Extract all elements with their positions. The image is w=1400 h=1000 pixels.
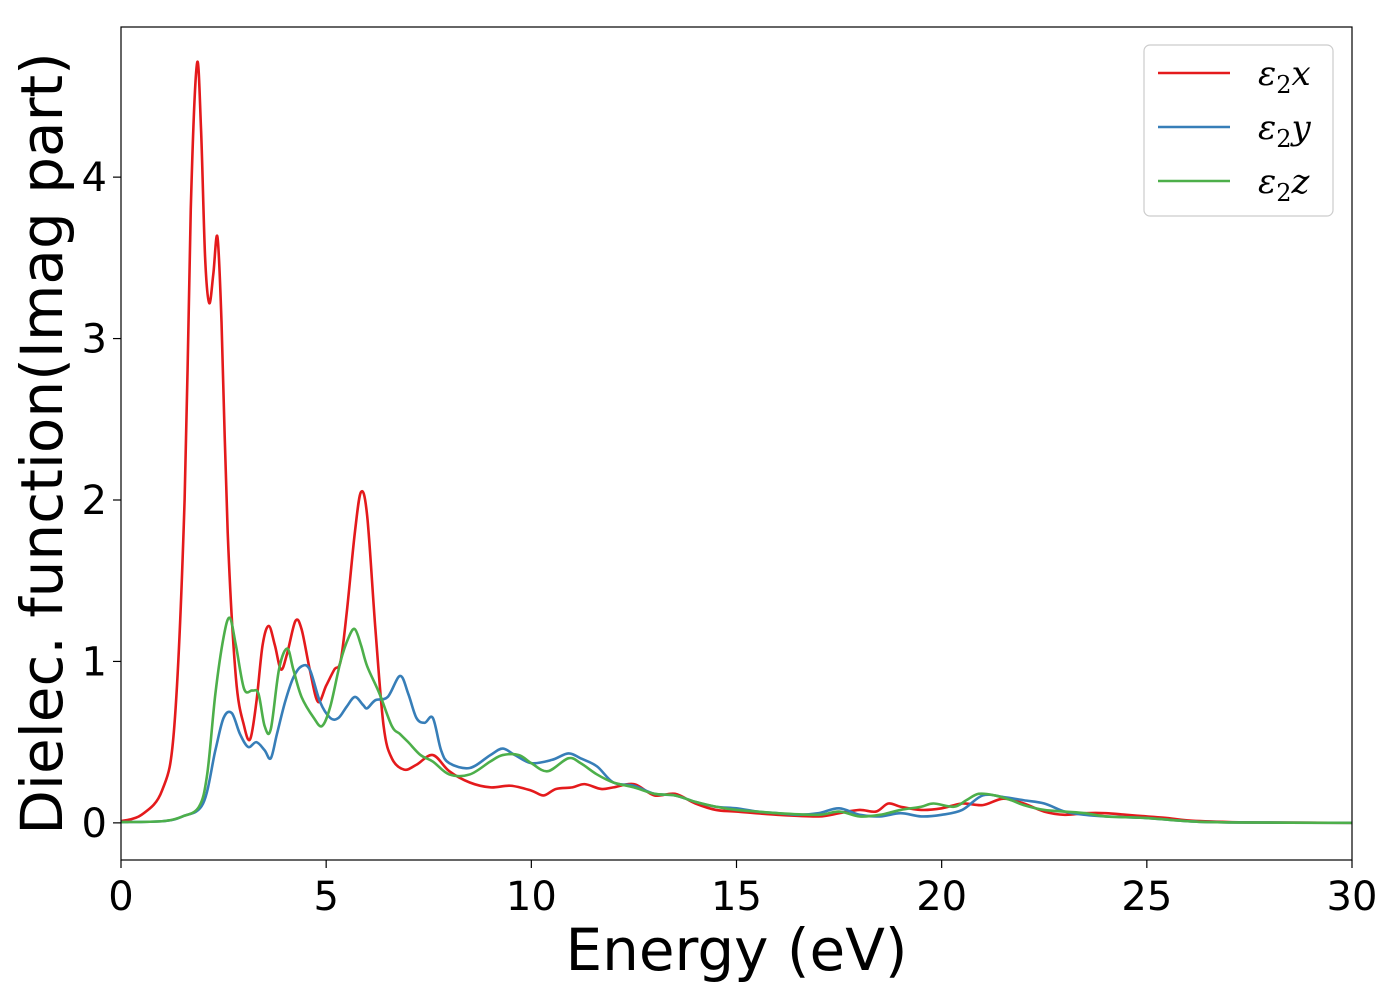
y-tick-label: 2 (82, 478, 107, 524)
legend-subscript: 2 (1276, 179, 1291, 207)
x-tick-label: 30 (1327, 874, 1378, 920)
legend-symbol: ε (1258, 162, 1276, 202)
legend-variable: z (1291, 162, 1311, 202)
x-tick-label: 10 (506, 874, 557, 920)
y-tick-label: 3 (82, 317, 107, 363)
legend-subscript: 2 (1276, 71, 1291, 99)
x-axis-title: Energy (eV) (565, 916, 907, 984)
y-axis-title: Dielec. function(Imag part) (8, 52, 76, 835)
x-tick-label: 0 (108, 874, 133, 920)
x-tick-label: 15 (711, 874, 762, 920)
x-tick-label: 25 (1121, 874, 1172, 920)
legend-label-x: ε2x (1258, 54, 1311, 99)
series-layer (121, 60, 1352, 825)
x-tick-label: 20 (916, 874, 967, 920)
legend-label-z: ε2z (1258, 162, 1311, 207)
y-tick-label: 4 (82, 155, 107, 201)
series-line-z (121, 616, 1352, 825)
y-tick-label: 0 (82, 801, 107, 847)
legend-symbol: ε (1258, 54, 1276, 94)
legend-symbol: ε (1258, 108, 1276, 148)
legend-subscript: 2 (1276, 125, 1291, 153)
x-tick-label: 5 (313, 874, 338, 920)
series-line-y (121, 663, 1352, 825)
legend-box (1143, 44, 1334, 217)
legend-variable: y (1290, 108, 1312, 148)
axes-layer: 0 5 10 15 20 25 30 0 1 2 3 4 Energy (eV) Dielec. func… (8, 26, 1378, 984)
legend-label-y: ε2y (1258, 108, 1312, 153)
y-tick-label: 1 (82, 639, 107, 685)
legend-variable: x (1292, 54, 1311, 94)
